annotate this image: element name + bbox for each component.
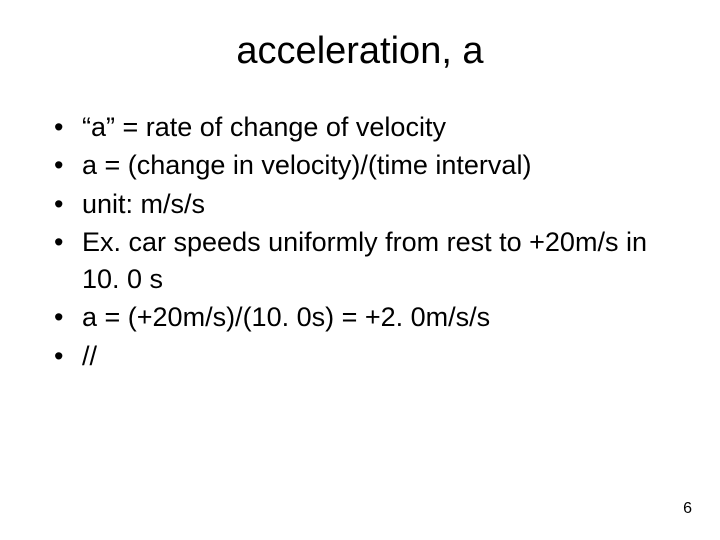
bullet-list: “a” = rate of change of velocity a = (ch…	[48, 109, 672, 374]
page-number: 6	[683, 500, 692, 518]
bullet-item: a = (+20m/s)/(10. 0s) = +2. 0m/s/s	[48, 299, 672, 335]
slide-content: “a” = rate of change of velocity a = (ch…	[48, 109, 672, 374]
bullet-item: “a” = rate of change of velocity	[48, 109, 672, 145]
bullet-item: a = (change in velocity)/(time interval)	[48, 147, 672, 183]
bullet-item: Ex. car speeds uniformly from rest to +2…	[48, 224, 672, 297]
bullet-item: //	[48, 338, 672, 374]
bullet-item: unit: m/s/s	[48, 186, 672, 222]
slide: acceleration, a “a” = rate of change of …	[0, 0, 720, 540]
slide-title: acceleration, a	[48, 30, 672, 73]
